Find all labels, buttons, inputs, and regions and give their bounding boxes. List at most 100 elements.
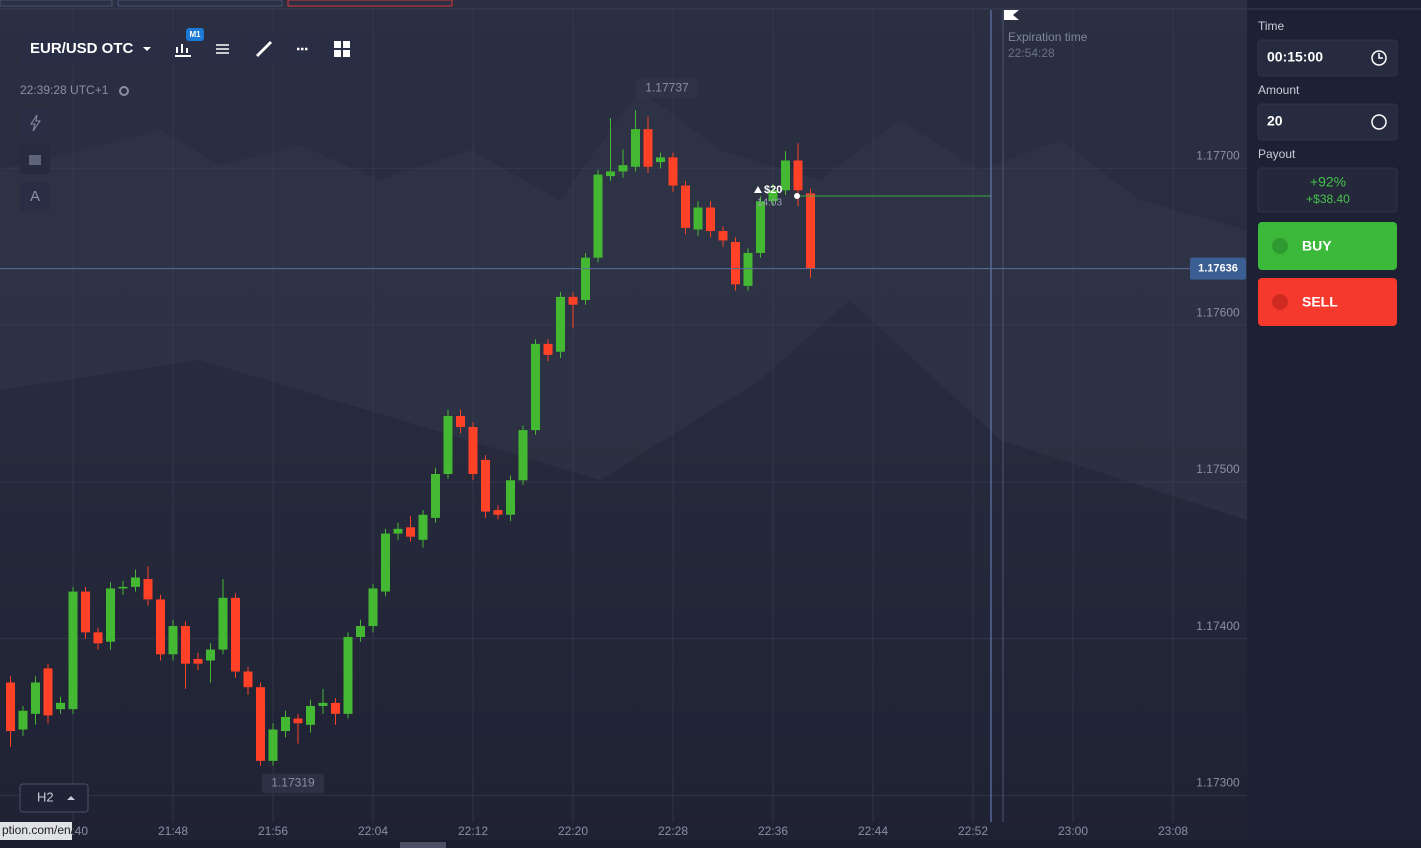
sell-icon [1272,294,1288,310]
time-value: 00:15:00 [1267,49,1323,65]
scroll-thumb[interactable] [400,842,446,848]
candle-body [243,671,253,688]
amount-value: 20 [1267,113,1283,129]
asset-name: EUR/USD OTC [30,40,134,57]
candle-body [406,527,415,537]
candle-body [218,597,228,650]
high-label: 1.17737 [645,80,689,94]
candle-body [368,588,378,627]
text-tool-button[interactable] [20,182,50,211]
candle-body [631,129,640,167]
x-tick-label: 22:52 [958,824,988,838]
bolt-icon [30,114,41,132]
candle-body [756,201,765,253]
candle-body [581,257,590,300]
status-bar [0,822,72,840]
low-label: 1.17319 [271,776,315,790]
candle-body [593,174,603,258]
candle-body [793,160,803,191]
candle-body [306,706,315,725]
x-tick-label: 22:04 [358,824,388,838]
candle-body [668,157,678,186]
expiration-time: 22:54:28 [1008,46,1055,60]
timeframe-text: M1 [189,30,201,39]
candle-body [481,459,490,512]
trade-timer: 14:03 [757,198,782,209]
mountain-backdrop [0,90,1247,520]
candle-body [556,296,565,352]
candle-body [356,626,365,638]
current-price-tag [1190,257,1246,280]
clock: 22:39:28 UTC+1 [20,83,109,97]
side-panel [1247,0,1421,848]
asset-selector[interactable] [20,33,160,65]
candle-body [493,510,503,515]
layout-icon [334,41,350,57]
time-input[interactable] [1257,39,1398,77]
time-label: Time [1258,19,1285,33]
candle-body [643,129,653,167]
y-tick-label: 1.17400 [1196,619,1240,633]
candle-body [456,416,465,427]
candle-body [143,579,153,600]
candle-body [431,474,440,518]
candle-body [568,296,578,305]
y-tick-label: 1.17300 [1196,776,1240,790]
period-arrow [67,796,75,800]
candle-body [443,416,453,474]
candle-body [718,231,728,241]
tab[interactable] [287,0,453,7]
expiration-label: Expiration time [1008,30,1088,44]
signals-button[interactable] [20,108,50,137]
layout-button[interactable] [325,33,359,65]
tab[interactable] [0,0,113,7]
candle-body [781,160,790,191]
y-tick-label: 1.17500 [1196,462,1240,476]
candle-body [193,658,203,664]
x-tick-label: 22:28 [658,824,688,838]
candle-body [18,710,28,730]
x-tick-label: 22:12 [458,824,488,838]
candle-body [293,718,303,724]
candle-body [656,157,665,163]
candle-body [518,430,528,481]
y-tick-label: 1.17600 [1196,305,1240,319]
y-tick-label: 1.17700 [1196,148,1240,162]
tab[interactable] [117,0,283,7]
candle-body [131,577,140,587]
candle-body [56,702,65,710]
x-tick-label: 22:36 [758,824,788,838]
amount-input[interactable] [1257,103,1398,141]
candle-body [381,533,390,592]
clock-hands [1378,53,1383,59]
candle-body [168,626,178,655]
clock-icon [1371,50,1387,66]
candle-body [393,528,403,534]
candle-body [606,171,615,177]
current-price: 1.17636 [1198,263,1238,275]
candle-body [343,637,353,714]
currency-icon [1371,114,1387,130]
buy-button[interactable] [1258,222,1397,270]
candle-body [231,597,240,672]
payout-amount: +$38.40 [1306,192,1350,206]
trade-amount: $20 [764,184,782,196]
period-button[interactable] [19,783,89,813]
text-tool: A [30,188,40,205]
candle-body [693,207,703,230]
candle-body [731,242,740,285]
candle-body [93,632,103,644]
x-tick-label: 23:08 [1158,824,1188,838]
candle-body [106,588,115,642]
dropdown-arrow [143,47,151,51]
payout-box [1257,167,1398,213]
candle-body [68,591,78,710]
candle-body [156,599,165,655]
settings-icon[interactable] [119,86,129,96]
payout-label: Payout [1258,147,1296,161]
payout-percent: +92% [1310,174,1346,190]
sell-button[interactable] [1258,278,1397,326]
candle-body [681,185,690,228]
